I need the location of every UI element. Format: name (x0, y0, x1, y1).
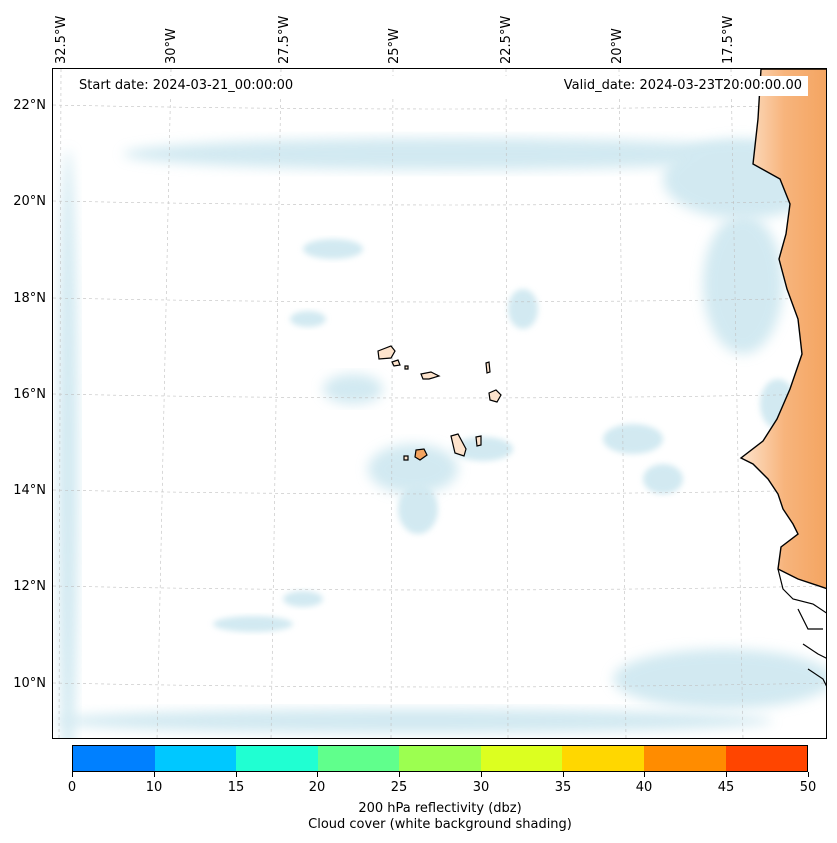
lat-label-14n: 14°N (13, 483, 46, 498)
cloud-cover-shading (53, 138, 826, 738)
reflectivity-colorbar (72, 745, 808, 772)
valid-date-label: Valid_date: 2024-03-23T20:00:00.00 (563, 78, 802, 93)
lat-label-22n: 22°N (13, 98, 46, 113)
colorbar-tick-mark (644, 772, 645, 777)
island-santa-luzia (404, 365, 409, 370)
lon-label-25w: 25°W (387, 28, 402, 64)
africa-coastline (739, 69, 826, 590)
colorbar-caption-line1: 200 hPa reflectivity (dbz) (358, 801, 522, 816)
island-santo-antao (377, 345, 396, 360)
colorbar-tick-label: 15 (227, 780, 245, 795)
colorbar-tick-mark (317, 772, 318, 777)
lon-label-30w: 30°W (164, 28, 179, 64)
lon-label-22-5w: 22.5°W (499, 15, 514, 64)
colorbar-tick-mark (563, 772, 564, 777)
graticule (53, 69, 826, 738)
lat-label-20n: 20°N (13, 194, 46, 209)
colorbar-segment-6 (562, 746, 644, 771)
colorbar-tick-mark (726, 772, 727, 777)
cape-verde-islands (377, 345, 502, 461)
colorbar-tick-label: 40 (635, 780, 653, 795)
colorbar-segment-3 (317, 746, 400, 771)
guinea-coastline (777, 568, 826, 687)
start-date-label: Start date: 2024-03-21_00:00:00 (79, 78, 294, 93)
colorbar-tick-label: 10 (145, 780, 163, 795)
island-maio (475, 435, 482, 447)
colorbar-tick-mark (808, 772, 809, 777)
lat-label-16n: 16°N (13, 387, 46, 402)
colorbar-tick-label: 20 (308, 780, 326, 795)
island-boa-vista (488, 389, 502, 403)
colorbar-tick-mark (154, 772, 155, 777)
colorbar-caption: 200 hPa reflectivity (dbz) Cloud cover (… (72, 801, 808, 833)
colorbar-caption-line2: Cloud cover (white background shading) (308, 817, 572, 832)
island-sao-nicolau (420, 371, 441, 380)
lon-label-27-5w: 27.5°W (277, 15, 292, 64)
lat-label-18n: 18°N (13, 291, 46, 306)
colorbar-segment-7 (643, 746, 726, 771)
island-sao-vicente (391, 359, 401, 367)
colorbar-tick-mark (481, 772, 482, 777)
colorbar-tick-label: 50 (799, 780, 817, 795)
date-info-bar: Start date: 2024-03-21_00:00:00 Valid_da… (75, 76, 808, 96)
lon-label-32-5w: 32.5°W (54, 15, 69, 64)
island-fogo (414, 448, 428, 461)
colorbar-tick-label: 0 (67, 780, 77, 795)
lat-label-10n: 10°N (13, 676, 46, 691)
lon-label-20w: 20°W (610, 28, 625, 64)
colorbar-tick-label: 30 (472, 780, 490, 795)
colorbar-segment-4 (399, 746, 481, 771)
colorbar-tick-mark (236, 772, 237, 777)
map-panel (52, 68, 827, 739)
map-canvas (53, 69, 826, 738)
island-brava (403, 455, 409, 461)
island-santiago (450, 433, 467, 457)
colorbar-tick-label: 35 (554, 780, 572, 795)
colorbar-segment-1 (154, 746, 237, 771)
colorbar-tick-mark (399, 772, 400, 777)
lat-label-12n: 12°N (13, 579, 46, 594)
colorbar-segment-5 (480, 746, 563, 771)
lon-label-17-5w: 17.5°W (721, 15, 736, 64)
colorbar-tick-mark (72, 772, 73, 777)
colorbar-segment-8 (725, 746, 808, 771)
colorbar-tick-label: 25 (390, 780, 408, 795)
colorbar-tick-label: 45 (717, 780, 735, 795)
island-sal (485, 361, 491, 374)
colorbar-segment-2 (236, 746, 318, 771)
colorbar-segment-0 (73, 746, 155, 771)
